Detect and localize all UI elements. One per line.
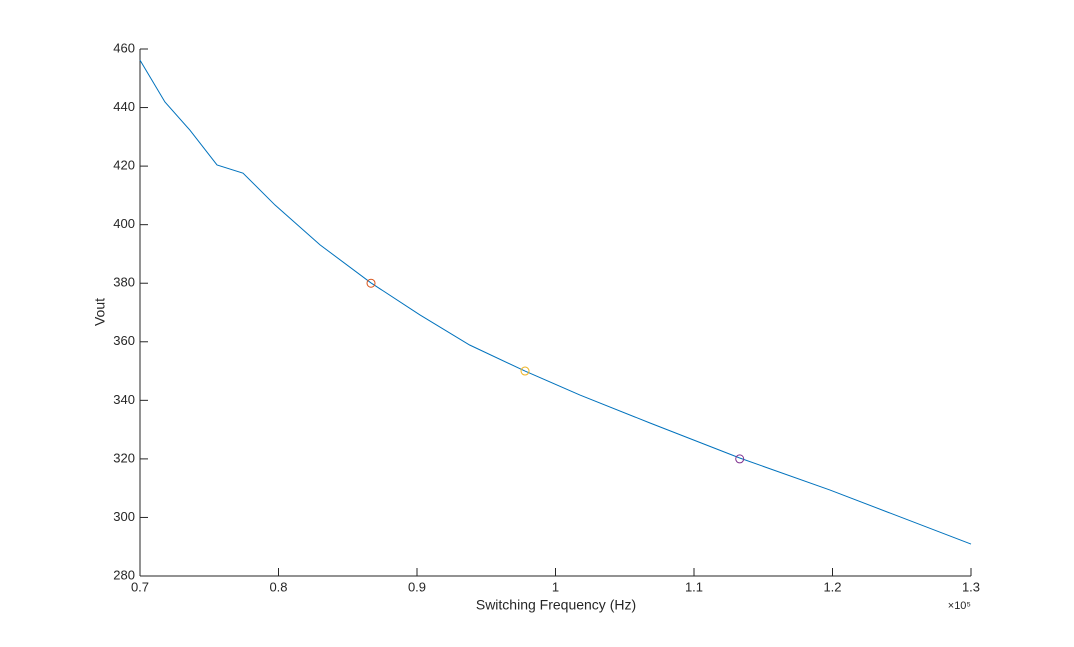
- marker: [735, 454, 745, 464]
- y-tick-label: 420: [113, 158, 135, 173]
- y-tick-label: 380: [113, 275, 135, 290]
- y-tick-label: 360: [113, 333, 135, 348]
- x-tick-label: 0.8: [269, 579, 287, 594]
- x-tick-label: 0.7: [131, 579, 149, 594]
- x-tick-label: 1: [552, 579, 559, 594]
- y-tick-label: 320: [113, 450, 135, 465]
- x-exponent-label: ×10⁵: [948, 600, 971, 612]
- x-tick-label: 1.1: [685, 579, 703, 594]
- x-tick-label: 0.9: [408, 579, 426, 594]
- y-tick-label: 280: [113, 567, 135, 582]
- marker: [366, 278, 376, 288]
- y-tick-label: 460: [113, 40, 135, 55]
- x-tick-label: 1.3: [962, 579, 980, 594]
- y-tick-label: 340: [113, 392, 135, 407]
- x-axis-label: Switching Frequency (Hz): [476, 597, 636, 613]
- y-tick-label: 400: [113, 216, 135, 231]
- data-line: [139, 59, 972, 545]
- y-axis-label: Vout: [92, 298, 108, 326]
- x-tick-label: 1.2: [823, 579, 841, 594]
- marker: [520, 366, 530, 376]
- y-tick-label: 300: [113, 509, 135, 524]
- y-tick-label: 440: [113, 99, 135, 114]
